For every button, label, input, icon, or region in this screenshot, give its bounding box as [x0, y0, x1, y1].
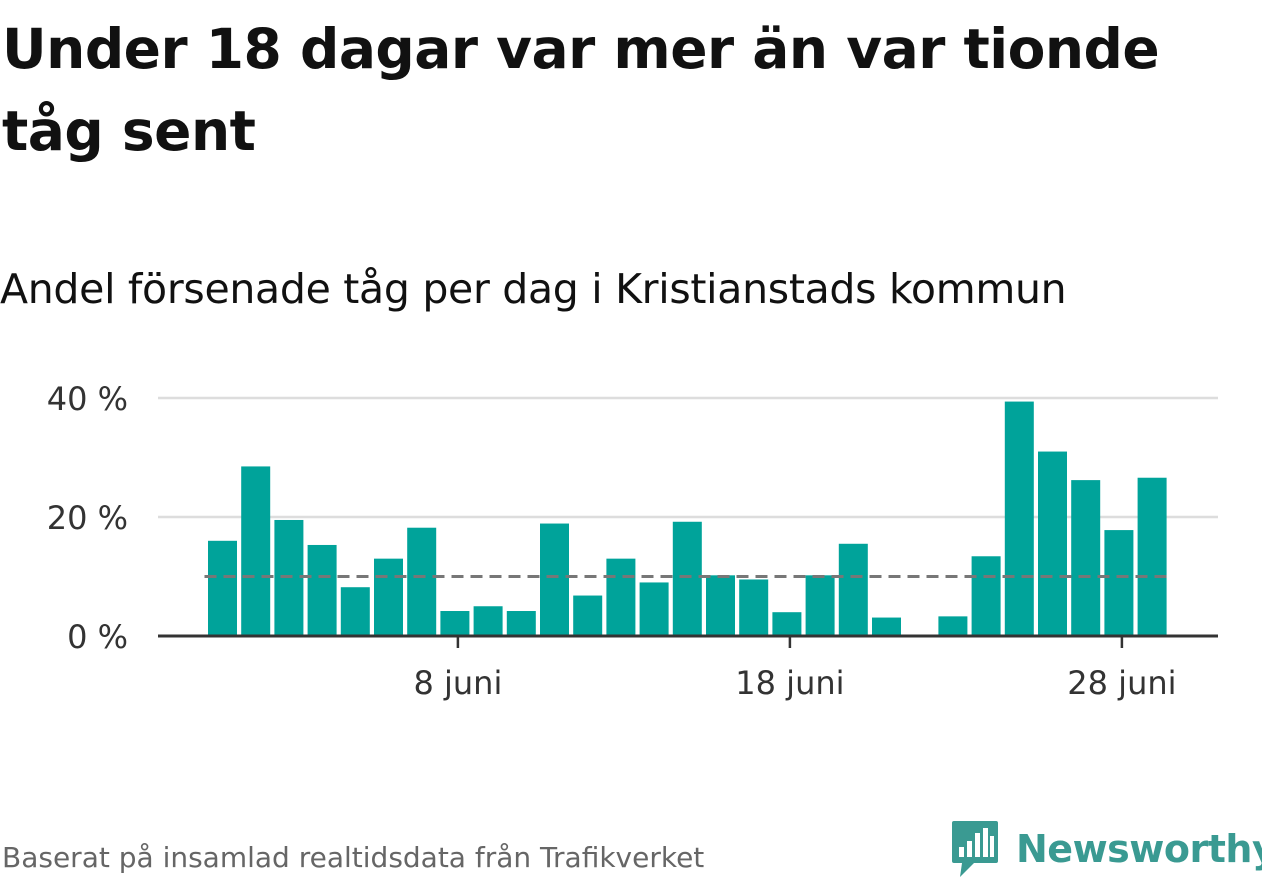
- bar: [739, 579, 769, 636]
- x-tick-label: 18 juni: [735, 664, 844, 702]
- bar: [208, 540, 237, 636]
- bar-layer: [208, 401, 1167, 636]
- bar: [805, 575, 835, 636]
- y-tick-label: 0 %: [67, 618, 128, 656]
- brand[interactable]: Newsworthy: [950, 818, 1262, 879]
- newsworthy-chart-bubble-icon: [952, 821, 998, 877]
- bar: [374, 558, 403, 636]
- bar: [1038, 451, 1067, 636]
- bar: [340, 587, 370, 636]
- bar: [1071, 480, 1101, 636]
- chart-title: Under 18 dagar var mer än var tionde tåg…: [2, 17, 1160, 163]
- source-note: Baserat på insamlad realtidsdata från Tr…: [2, 841, 705, 874]
- bar: [672, 521, 702, 636]
- bar: [1004, 401, 1034, 636]
- bar: [241, 466, 271, 636]
- bar: [772, 612, 802, 636]
- bar: [506, 611, 536, 636]
- bar: [473, 606, 503, 636]
- bar: [307, 544, 337, 636]
- bar: [938, 616, 968, 636]
- bar: [606, 558, 636, 636]
- x-tick-label: 28 juni: [1067, 664, 1176, 702]
- bar: [540, 523, 569, 636]
- bar: [838, 543, 868, 636]
- bar: [706, 575, 735, 636]
- bar: [440, 611, 470, 636]
- bar: [872, 617, 901, 636]
- bar: [639, 582, 669, 636]
- bar: [1104, 530, 1134, 636]
- axis-layer: 0 % 20 % 40 % 8 juni 18 juni 28 juni: [47, 380, 1218, 702]
- bar: [407, 527, 437, 636]
- bar: [971, 556, 1001, 636]
- chart-subtitle: Andel försenade tåg per dag i Kristianst…: [0, 265, 1067, 313]
- y-tick-label: 20 %: [47, 499, 128, 537]
- brand-name: Newsworthy: [1016, 827, 1262, 871]
- bar: [1137, 477, 1167, 636]
- y-tick-label: 40 %: [47, 380, 128, 418]
- bar: [573, 595, 603, 636]
- x-tick-label: 8 juni: [413, 664, 502, 702]
